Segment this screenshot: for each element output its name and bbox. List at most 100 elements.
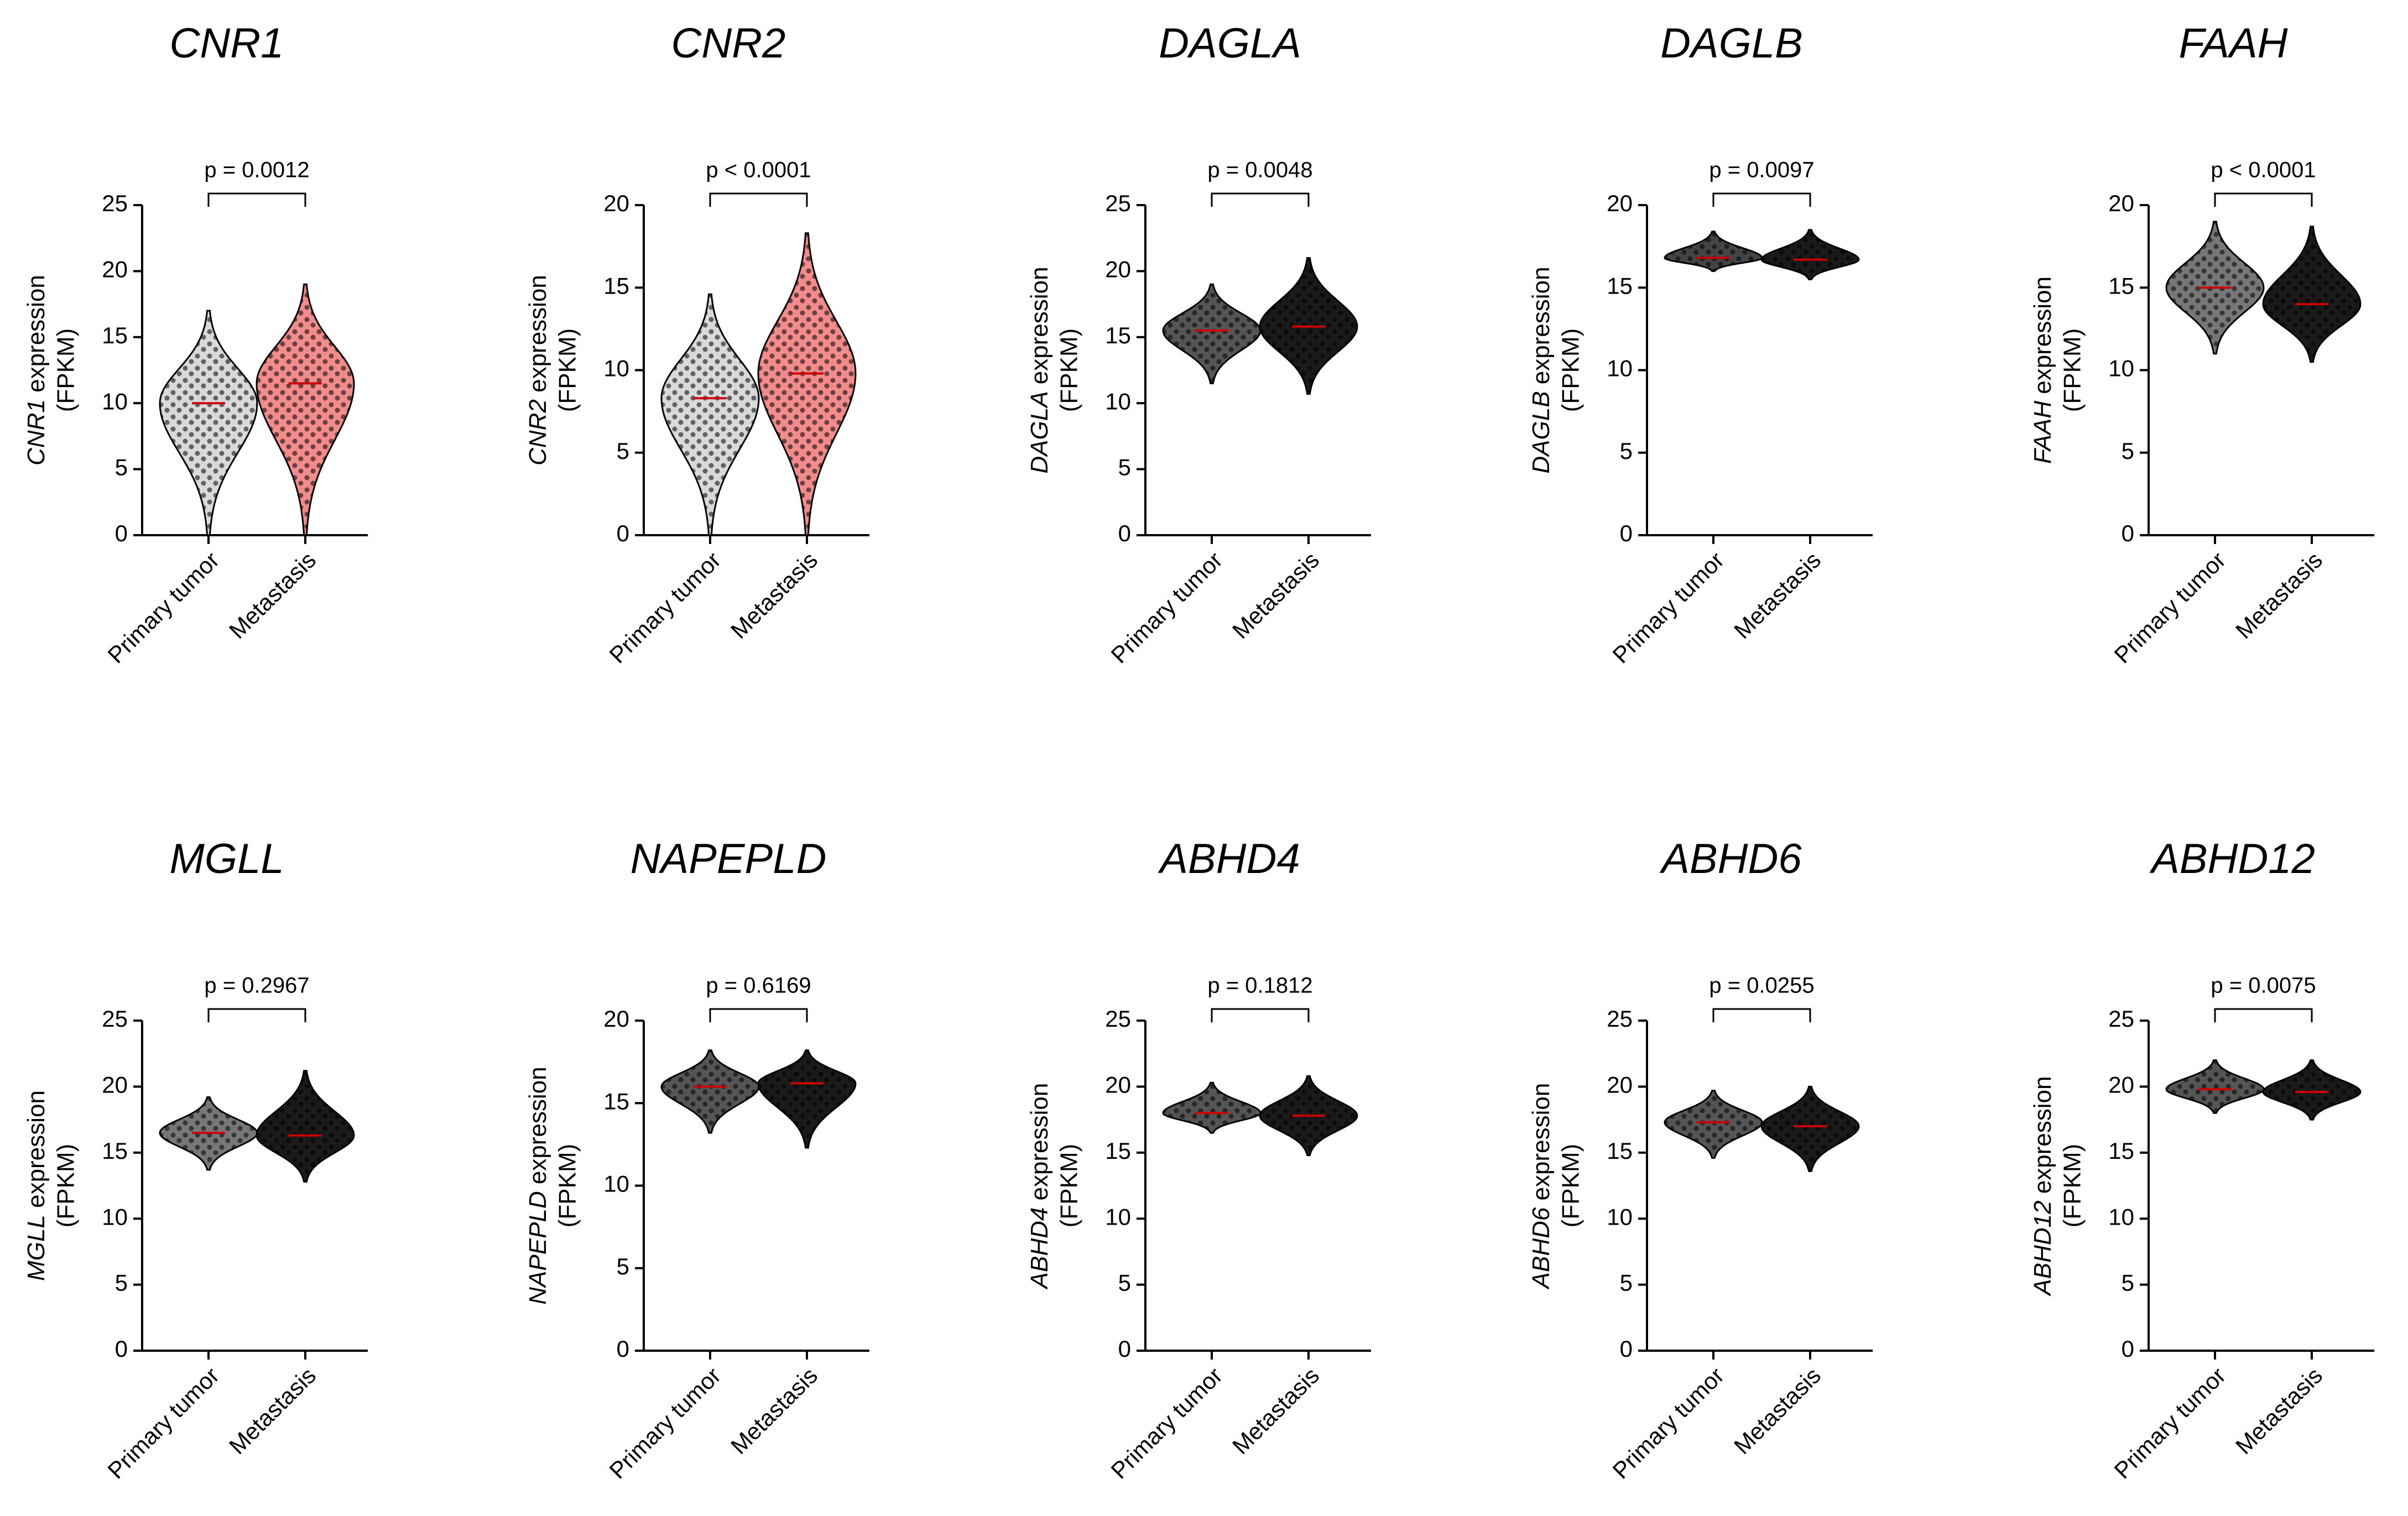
x-tick-label: Metastasis <box>224 547 321 644</box>
violin-points <box>1761 1086 1859 1172</box>
y-tick-label: 5 <box>2122 1270 2134 1296</box>
x-tick-label: Primary tumor <box>2109 547 2231 668</box>
y-tick-label: 15 <box>102 322 128 348</box>
y-tick-label: 5 <box>1620 438 1633 464</box>
violin-points <box>661 294 759 535</box>
p-value: p = 0.0012 <box>204 158 309 182</box>
y-axis-label: CNR2 expression <box>524 275 551 466</box>
y-tick-label: 5 <box>1118 454 1131 480</box>
y-axis-unit: (FPKM) <box>53 328 80 412</box>
p-value: p < 0.0001 <box>2211 158 2316 182</box>
y-axis-label: CNR1 expression <box>23 275 50 466</box>
y-axis-unit: (FPKM) <box>53 1144 80 1228</box>
x-tick-label: Metastasis <box>2230 1362 2327 1459</box>
x-tick-label: Metastasis <box>726 547 822 644</box>
y-axis-label-part: NAPEPLD <box>524 1191 551 1304</box>
significance-bracket <box>2214 1008 2313 1022</box>
violin-points <box>1761 229 1859 280</box>
significance-bracket <box>207 1008 306 1022</box>
y-axis-unit: (FPKM) <box>2059 328 2086 412</box>
x-tick-label: Metastasis <box>726 1362 822 1459</box>
violin-points <box>2166 1060 2264 1114</box>
y-tick-label: 5 <box>115 454 128 480</box>
violin-points <box>2263 226 2360 362</box>
y-axis-label: ABHD12 expression <box>2029 1076 2056 1297</box>
p-value: p = 0.0048 <box>1207 158 1312 182</box>
x-tick-label: Primary tumor <box>1608 1362 1729 1484</box>
violin-points <box>257 284 354 535</box>
y-tick-label: 20 <box>603 190 629 216</box>
p-value: p = 0.6169 <box>706 974 811 998</box>
y-tick-label: 0 <box>115 520 128 546</box>
violin-points <box>2263 1060 2360 1120</box>
y-tick-label: 20 <box>603 1006 629 1032</box>
y-tick-label: 10 <box>102 388 128 414</box>
y-tick-label: 20 <box>1607 1071 1633 1097</box>
y-tick-label: 5 <box>1118 1270 1131 1296</box>
y-tick-label: 20 <box>2108 1071 2134 1097</box>
y-axis-label: MGLL expression <box>23 1090 50 1281</box>
y-tick-label: 0 <box>1118 1336 1131 1362</box>
y-tick-label: 15 <box>1607 273 1633 299</box>
significance-bracket <box>1211 192 1310 207</box>
x-tick-label: Primary tumor <box>2109 1362 2231 1484</box>
x-tick-label: Metastasis <box>2230 547 2327 644</box>
y-axis-label-part: ABHD4 <box>1026 1207 1053 1290</box>
y-axis-unit: (FPKM) <box>554 328 581 412</box>
y-tick-label: 10 <box>2108 1204 2134 1230</box>
y-axis-label-part: expression <box>1026 1083 1053 1207</box>
y-tick-label: 15 <box>2108 1138 2134 1164</box>
p-value: p < 0.0001 <box>706 158 811 182</box>
violin-points <box>257 1070 354 1182</box>
y-tick-label: 15 <box>603 1088 629 1114</box>
panel-title: CNR1 <box>170 20 284 67</box>
y-axis-label: FAAH expression <box>2029 276 2056 464</box>
y-tick-label: 20 <box>1607 190 1633 216</box>
y-tick-label: 25 <box>102 190 128 216</box>
y-axis-unit: (FPKM) <box>1056 328 1083 412</box>
y-tick-label: 0 <box>1620 1336 1633 1362</box>
y-axis-label: NAPEPLD expression <box>524 1067 551 1304</box>
panel-title: FAAH <box>2178 20 2287 67</box>
x-tick-label: Metastasis <box>224 1362 321 1459</box>
y-axis-unit: (FPKM) <box>554 1144 581 1228</box>
panel-title: NAPEPLD <box>630 835 827 882</box>
y-tick-label: 5 <box>1620 1270 1633 1296</box>
y-axis-label-part: expression <box>23 275 50 399</box>
p-value: p = 0.0075 <box>2211 974 2316 998</box>
y-tick-label: 0 <box>2122 520 2134 546</box>
significance-bracket <box>2214 192 2313 207</box>
y-axis-label-part: CNR2 <box>524 399 551 466</box>
y-axis-label-part: expression <box>2029 1076 2056 1200</box>
y-tick-label: 10 <box>102 1204 128 1230</box>
significance-bracket <box>1211 1008 1310 1022</box>
y-tick-label: 10 <box>1105 388 1131 414</box>
panel-title: MGLL <box>170 835 284 882</box>
violin-points <box>160 311 257 535</box>
y-tick-label: 20 <box>102 256 128 282</box>
y-tick-label: 10 <box>603 356 629 381</box>
y-axis-label-part: MGLL <box>23 1215 50 1281</box>
y-tick-label: 20 <box>102 1071 128 1097</box>
x-tick-label: Metastasis <box>1227 547 1324 644</box>
y-tick-label: 10 <box>603 1171 629 1197</box>
y-axis-label-part: ABHD12 <box>2029 1200 2056 1297</box>
violin-points <box>1665 1090 1762 1158</box>
y-tick-label: 0 <box>1118 520 1131 546</box>
y-tick-label: 15 <box>2108 273 2134 299</box>
violin-points <box>758 233 856 535</box>
panel-title: CNR2 <box>671 20 786 67</box>
p-value: p = 0.0255 <box>1709 974 1814 998</box>
panel-title: ABHD12 <box>2149 835 2315 882</box>
y-axis-label-part: expression <box>524 275 551 399</box>
y-axis-label-part: expression <box>1528 1083 1555 1207</box>
y-axis-label-part: expression <box>524 1067 551 1191</box>
y-axis-label-part: ABHD6 <box>1528 1207 1555 1290</box>
y-axis-unit: (FPKM) <box>1056 1144 1083 1228</box>
x-tick-label: Primary tumor <box>1608 547 1729 668</box>
